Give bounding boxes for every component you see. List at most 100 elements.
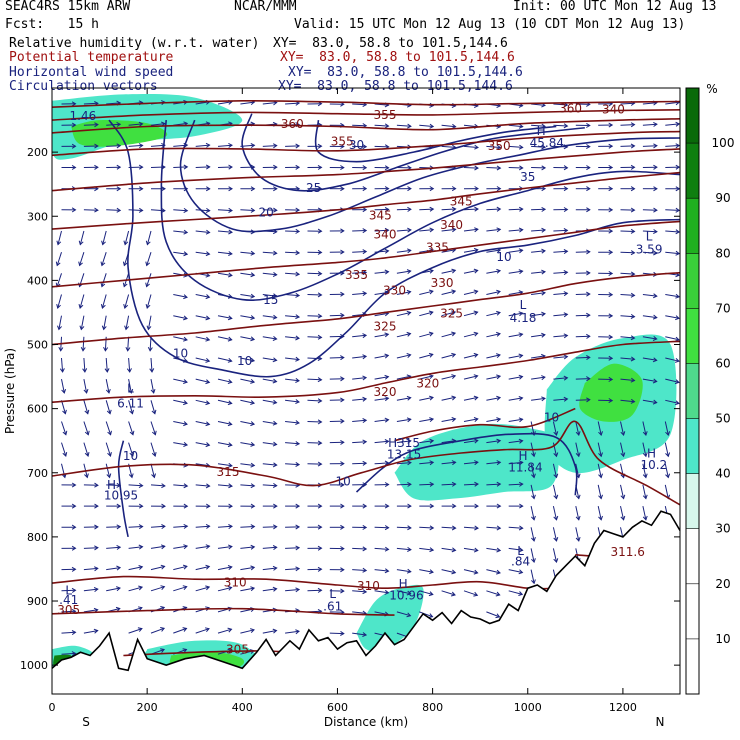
- circulation-vector: [374, 589, 390, 595]
- circulation-vector: [553, 123, 569, 129]
- circulation-vector: [463, 331, 479, 338]
- circulation-vector: [80, 336, 86, 352]
- circulation-vector: [240, 442, 256, 447]
- circulation-vector: [128, 400, 134, 415]
- circulation-vector: [530, 463, 536, 479]
- circulation-vector: [329, 588, 345, 594]
- circulation-vector: [665, 164, 680, 170]
- circulation-vector: [396, 568, 412, 574]
- contour-label: 45.84: [530, 136, 564, 150]
- circulation-vector: [531, 290, 546, 296]
- contour-label: 360: [281, 117, 304, 131]
- circulation-vector: [83, 628, 99, 634]
- axes: 0 200 400 600 800 1000 1200 200 300 400 500 600 700 8…: [20, 88, 680, 714]
- colorbar-segment: [686, 308, 699, 364]
- circulation-vector: [307, 164, 323, 170]
- circulation-vector: [262, 482, 278, 488]
- circulation-vector: [352, 632, 368, 637]
- circulation-vector: [597, 484, 603, 500]
- circulation-vector: [552, 421, 559, 437]
- circulation-vector: [240, 399, 256, 405]
- circulation-vector: [173, 523, 189, 529]
- circulation-vector: [150, 585, 166, 592]
- contour-label: 345: [369, 209, 392, 223]
- circulation-vector: [352, 186, 368, 192]
- circulation-vector: [598, 270, 614, 277]
- circulation-vector: [106, 544, 122, 550]
- contour-label: L: [65, 584, 72, 598]
- circulation-vector: [240, 544, 256, 550]
- circulation-vector: [486, 481, 502, 487]
- circulation-vector: [128, 482, 144, 489]
- circulation-vector: [486, 611, 501, 619]
- circulation-vector: [396, 395, 412, 401]
- circulation-vector: [598, 334, 614, 340]
- circulation-vector: [463, 289, 479, 295]
- circulation-vector: [396, 503, 412, 509]
- circulation-vector: [419, 227, 435, 233]
- circulation-vector: [419, 289, 434, 295]
- circulation-vector: [285, 587, 301, 593]
- circulation-vector: [61, 101, 77, 107]
- circulation-vector: [419, 123, 435, 129]
- circulation-vector: [150, 421, 157, 436]
- circulation-vector: [396, 186, 412, 192]
- colorbar-segment: [686, 528, 699, 584]
- colorbar-tick-label: 70: [715, 301, 730, 315]
- contour-label: 340: [374, 228, 397, 242]
- circulation-vector: [441, 547, 457, 553]
- circulation-vector: [285, 566, 301, 572]
- circulation-vector: [262, 628, 278, 634]
- circulation-vector: [329, 228, 345, 234]
- circulation-vector: [620, 186, 636, 192]
- circulation-vector: [105, 442, 112, 457]
- circulation-vector: [329, 546, 345, 552]
- contour-label: 355: [374, 108, 397, 122]
- circulation-vector: [262, 545, 278, 551]
- circulation-vector: [285, 629, 300, 635]
- theta-contour-360: [52, 99, 680, 108]
- circulation-vector: [195, 357, 211, 363]
- circulation-vector: [396, 460, 412, 466]
- circulation-vector: [575, 270, 591, 276]
- rh-region-3: [356, 584, 424, 652]
- circulation-vector: [128, 544, 144, 550]
- contour-label: 330: [431, 276, 454, 290]
- field-xy-theta: XY= 83.0, 58.8 to 101.5,144.6: [280, 50, 515, 65]
- circulation-vector: [620, 228, 636, 234]
- circulation-vector: [620, 335, 636, 341]
- circulation-vector: [396, 481, 412, 487]
- circulation-vector: [173, 503, 189, 509]
- circulation-vector: [575, 355, 591, 361]
- circulation-vector: [262, 503, 278, 509]
- circulation-vector: [552, 484, 559, 500]
- circulation-vector: [486, 525, 502, 531]
- circulation-vector: [396, 289, 412, 295]
- colorbar-tick-label: 90: [715, 191, 730, 205]
- colorbar-tick-label: 10: [715, 632, 730, 646]
- colorbar-segment: [686, 198, 699, 254]
- contour-label: 335: [426, 241, 449, 255]
- circulation-vector: [486, 227, 502, 233]
- circulation-vector: [262, 378, 278, 384]
- circulation-vector: [217, 544, 233, 550]
- circulation-vector: [508, 311, 524, 317]
- theta-contour-320: [52, 340, 680, 403]
- circulation-vector: [307, 249, 323, 255]
- contour-label: 315: [217, 465, 240, 479]
- circulation-vector: [217, 207, 233, 213]
- circulation-vector: [508, 417, 524, 423]
- circulation-vector: [598, 228, 614, 234]
- circulation-vector: [240, 421, 256, 427]
- circulation-vector: [78, 230, 85, 246]
- circulation-vector: [128, 503, 144, 509]
- circulation-vector: [150, 463, 156, 479]
- contour-label: 305: [57, 603, 80, 617]
- circulation-vector: [352, 567, 368, 573]
- circulation-vector: [463, 352, 479, 359]
- circulation-vector: [61, 524, 77, 530]
- circulation-vector: [329, 461, 345, 467]
- circulation-vector: [597, 505, 603, 521]
- circulation-vector: [262, 336, 278, 341]
- theta-contour-315: [52, 420, 680, 506]
